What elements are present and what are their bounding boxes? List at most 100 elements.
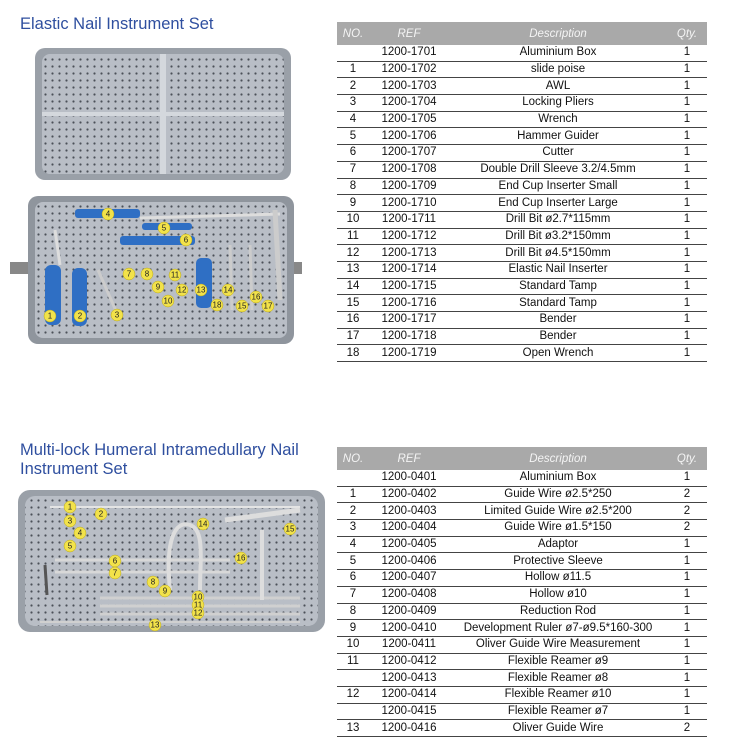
- photo-label: 9: [163, 587, 168, 596]
- table-cell: 1200-1713: [369, 244, 449, 262]
- table-row: 1200-0413 Flexible Reamer ø8 1: [337, 669, 707, 687]
- table-cell: Guide Wire ø2.5*250: [449, 486, 667, 504]
- label-badge: [158, 584, 172, 598]
- table-cell: Aluminium Box: [449, 45, 667, 62]
- table-cell: 1: [667, 127, 707, 146]
- table-cell: 2: [667, 502, 707, 521]
- table-cell: 1200-0415: [369, 703, 449, 721]
- table-cell: 1: [667, 344, 707, 363]
- table-row: 7 1200-1708 Double Drill Sleeve 3.2/4.5mm 1: [337, 161, 707, 179]
- table-cell: Bender: [449, 328, 667, 346]
- label-badge: [234, 551, 248, 565]
- table-cell: Standard Tamp: [449, 278, 667, 296]
- photo-label: 15: [238, 302, 247, 311]
- table-cell: 11: [337, 228, 369, 246]
- table-cell: 1: [667, 161, 707, 179]
- table-cell: [337, 703, 369, 721]
- label-badge: [161, 294, 175, 308]
- table-cell: 12: [337, 244, 369, 262]
- table-cell: Locking Pliers: [449, 94, 667, 112]
- label-badge: [101, 207, 115, 221]
- table-row: 18 1200-1719 Open Wrench 1: [337, 344, 707, 363]
- table-cell: 1: [667, 686, 707, 704]
- table-cell: 8: [337, 178, 369, 196]
- table-cell: 1: [667, 636, 707, 654]
- label-badge: [148, 618, 162, 632]
- label-badge: [63, 514, 77, 528]
- label-badge: [235, 299, 249, 313]
- section-title: Elastic Nail Instrument Set: [20, 15, 214, 33]
- table-cell: 1: [337, 61, 369, 79]
- label-badge: [140, 267, 154, 281]
- table-cell: 1200-1715: [369, 278, 449, 296]
- label-badge: [168, 268, 182, 282]
- photo-label: 10: [194, 593, 203, 602]
- label-badge: [196, 517, 210, 531]
- table-cell: 15: [337, 294, 369, 312]
- table-cell: Double Drill Sleeve 3.2/4.5mm: [449, 161, 667, 179]
- photo-label: 16: [252, 293, 261, 302]
- photo-label: 4: [78, 529, 83, 538]
- label-badge: [249, 290, 263, 304]
- table-row: 2 1200-0403 Limited Guide Wire ø2.5*200 2: [337, 502, 707, 521]
- table-cell: 1200-1718: [369, 328, 449, 346]
- table-cell: 1200-1702: [369, 61, 449, 79]
- photo-label: 4: [106, 210, 111, 219]
- table-cell: 1200-1707: [369, 144, 449, 162]
- table-cell: 14: [337, 278, 369, 296]
- table-row: 3 1200-0404 Guide Wire ø1.5*150 2: [337, 519, 707, 537]
- table-row: 8 1200-1709 End Cup Inserter Small 1: [337, 178, 707, 196]
- table-cell: 1: [667, 328, 707, 346]
- table-cell: [337, 470, 369, 487]
- table-cell: 7: [337, 586, 369, 604]
- table-cell: 3: [337, 94, 369, 112]
- photo-label: 8: [151, 578, 156, 587]
- table-row: 11 1200-0412 Flexible Reamer ø9 1: [337, 653, 707, 671]
- table-cell: 17: [337, 328, 369, 346]
- table-cell: Adaptor: [449, 536, 667, 554]
- table-cell: 1: [667, 669, 707, 687]
- table-cell: 1: [667, 653, 707, 671]
- table-cell: End Cup Inserter Large: [449, 194, 667, 212]
- table-cell: Flexible Reamer ø8: [449, 669, 667, 687]
- header-row: NO. REF Description Qty.: [337, 447, 707, 470]
- label-badge: [73, 526, 87, 540]
- table-cell: Bender: [449, 311, 667, 329]
- table-cell: 1: [667, 111, 707, 129]
- table-cell: 7: [337, 161, 369, 179]
- photo-label: 14: [224, 286, 233, 295]
- photo-label: 11: [194, 601, 203, 610]
- table-cell: Protective Sleeve: [449, 552, 667, 571]
- photo-label: 3: [115, 311, 120, 320]
- header-cell: REF: [369, 22, 449, 45]
- table-cell: 8: [337, 603, 369, 621]
- table-cell: 10: [337, 636, 369, 654]
- table-cell: 1200-0416: [369, 719, 449, 737]
- table-cell: Standard Tamp: [449, 294, 667, 312]
- table-cell: 1: [667, 470, 707, 487]
- table-cell: 1200-0402: [369, 486, 449, 504]
- table-cell: Development Ruler ø7-ø9.5*160-300: [449, 619, 667, 637]
- table-cell: 9: [337, 194, 369, 212]
- table-cell: Flexible Reamer ø9: [449, 653, 667, 671]
- header-cell: Description: [449, 447, 667, 470]
- table-row: 13 1200-1714 Elastic Nail Inserter 1: [337, 261, 707, 279]
- table-cell: Hammer Guider: [449, 127, 667, 146]
- table-cell: 2: [667, 519, 707, 537]
- table-cell: [337, 669, 369, 687]
- table-row: 4 1200-1705 Wrench 1: [337, 111, 707, 129]
- table-cell: 1200-1706: [369, 127, 449, 146]
- photo-label: 12: [194, 609, 203, 618]
- table-row: 11 1200-1712 Drill Bit ø3.2*150mm 1: [337, 228, 707, 246]
- photo-tray-elastic: [10, 196, 302, 344]
- table-cell: 13: [337, 261, 369, 279]
- table-cell: 1: [337, 486, 369, 504]
- table-cell: 2: [337, 502, 369, 521]
- label-badge: [110, 308, 124, 322]
- table-row: 9 1200-0410 Development Ruler ø7-ø9.5*160-…: [337, 619, 707, 637]
- table-cell: 1200-0406: [369, 552, 449, 571]
- table-cell: 1: [667, 45, 707, 62]
- photo-label: 9: [156, 283, 161, 292]
- table-row: 13 1200-0416 Oliver Guide Wire 2: [337, 719, 707, 737]
